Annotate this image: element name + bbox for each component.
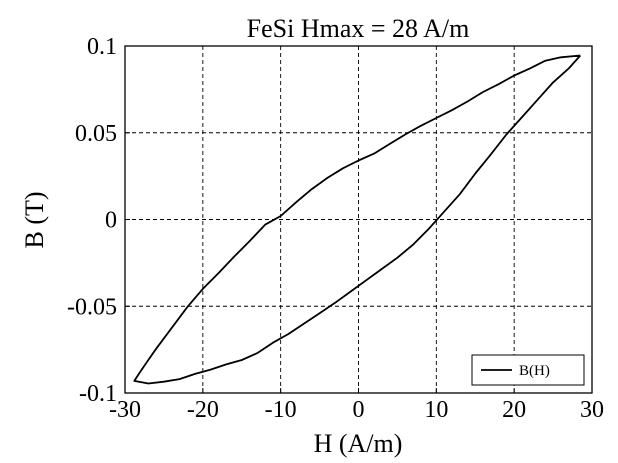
y-axis-label: B (T) — [20, 191, 49, 248]
y-tick-label: -0.1 — [79, 381, 117, 407]
y-tick-label: 0 — [105, 208, 117, 234]
x-tick-label: -10 — [265, 397, 297, 423]
x-tick-label: 0 — [353, 397, 365, 423]
x-tick-label: 10 — [424, 397, 448, 423]
grid — [125, 46, 592, 393]
legend: B(H) — [471, 354, 585, 386]
series-line-bh — [133, 54, 581, 385]
x-axis-label: H (A/m) — [314, 429, 403, 458]
x-tick-label: -30 — [109, 397, 141, 423]
y-tick-label: -0.05 — [67, 294, 117, 320]
chart-title: FeSi Hmax = 28 A/m — [247, 14, 470, 43]
x-tick-label: 20 — [502, 397, 526, 423]
tick-labels: -30 -20 -10 0 10 20 30 -0.1 -0.05 0 0.05 0.1 — [67, 34, 604, 423]
y-tick-label: 0.1 — [87, 34, 117, 60]
legend-label-bh: B(H) — [519, 363, 550, 379]
ticks — [124, 45, 593, 394]
x-tick-label: -20 — [187, 397, 219, 423]
y-tick-label: 0.05 — [75, 121, 117, 147]
series-layer — [133, 54, 581, 385]
x-tick-label: 30 — [580, 397, 604, 423]
